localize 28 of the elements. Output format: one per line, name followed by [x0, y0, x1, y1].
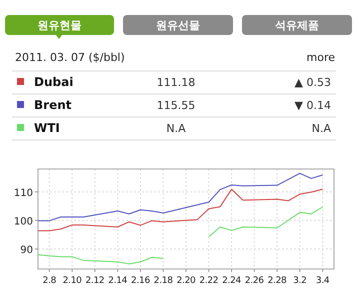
y-tick-label: 110	[14, 188, 33, 199]
y-tick-label: 100	[14, 216, 33, 228]
text: more	[306, 51, 336, 64]
x-tick-label: 2.28	[268, 276, 288, 286]
text: ▼ 0.14	[294, 99, 331, 112]
y-tick-label: 90	[20, 245, 33, 256]
text: ▲ 0.53	[294, 76, 331, 89]
text: N.A	[166, 122, 186, 135]
text: 111.18	[156, 76, 196, 89]
x-tick-label: 2.12	[86, 276, 104, 286]
x-tick-label: 2.16	[131, 276, 150, 286]
x-tick-label: 3.4	[316, 276, 330, 286]
tabs: 원유현물 원유선물 석유제품	[5, 15, 352, 35]
legend-label: WTI	[34, 121, 60, 135]
x-tick-label: 3.2	[293, 276, 307, 286]
x-tick-label: 2.8	[42, 276, 57, 286]
text: 115.55	[156, 99, 196, 112]
chart-title: 2011. 03. 07 ($/bbl)	[15, 51, 125, 64]
x-tick-label: 2.20	[176, 276, 196, 286]
text: N.A	[312, 122, 332, 135]
x-tick-label: 2.18	[154, 276, 174, 286]
x-tick-label: 2.26	[244, 276, 264, 286]
x-tick-label: 2.10	[62, 276, 82, 286]
x-tick-label: 2.14	[108, 276, 128, 286]
legend-label: Dubai	[34, 75, 74, 89]
x-tick-label: 2.24	[222, 276, 242, 286]
legend-label: Brent	[34, 98, 72, 112]
x-tick-label: 2.22	[199, 276, 218, 286]
